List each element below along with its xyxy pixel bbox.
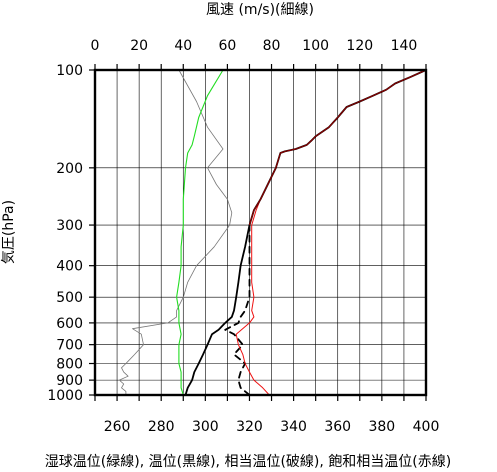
series-wet-bulb-theta [176, 69, 224, 396]
x-top-tick-label: 140 [391, 38, 418, 54]
series-theta-overlap [248, 69, 427, 226]
y-axis-title: 気圧(hPa) [1, 200, 17, 264]
x-bottom-tick-label: 300 [192, 419, 219, 435]
top-axis-title: 風速 (m/s)(細線) [206, 2, 314, 18]
x-bottom-tick-label: 320 [236, 419, 263, 435]
x-top-tick-label: 80 [263, 38, 281, 54]
y-tick-label: 500 [56, 290, 83, 306]
y-tick-label: 200 [56, 161, 83, 177]
x-bottom-tick-label: 280 [148, 419, 175, 435]
y-tick-label: 300 [56, 218, 83, 234]
x-bottom-tick-label: 400 [413, 419, 440, 435]
x-bottom-tick-label: 340 [280, 419, 307, 435]
x-bottom-tick-label: 380 [368, 419, 395, 435]
x-top-tick-label: 40 [174, 38, 192, 54]
y-tick-label: 900 [56, 373, 83, 389]
plot-frame [93, 68, 428, 397]
x-top-tick-label: 120 [346, 38, 373, 54]
y-tick-label: 100 [56, 63, 83, 79]
x-bottom-tick-label: 260 [104, 419, 131, 435]
y-tick-label: 800 [56, 357, 83, 373]
y-tick-label: 600 [56, 316, 83, 332]
x-bottom-tick-label: 360 [324, 419, 351, 435]
x-top-tick-label: 100 [302, 38, 329, 54]
x-top-tick-label: 60 [218, 38, 236, 54]
bottom-axis-title: 湿球温位(緑線), 温位(黒線), 相当温位(破線), 飽和相当温位(赤線) [45, 453, 451, 470]
series-layer [118, 69, 427, 396]
series-wind [118, 69, 233, 396]
x-top-tick-label: 0 [91, 38, 100, 54]
series-theta-e [224, 224, 251, 396]
y-tick-label: 700 [56, 338, 83, 354]
y-tick-label: 400 [56, 259, 83, 275]
x-top-tick-label: 20 [130, 38, 148, 54]
y-tick-label: 1000 [47, 388, 83, 404]
